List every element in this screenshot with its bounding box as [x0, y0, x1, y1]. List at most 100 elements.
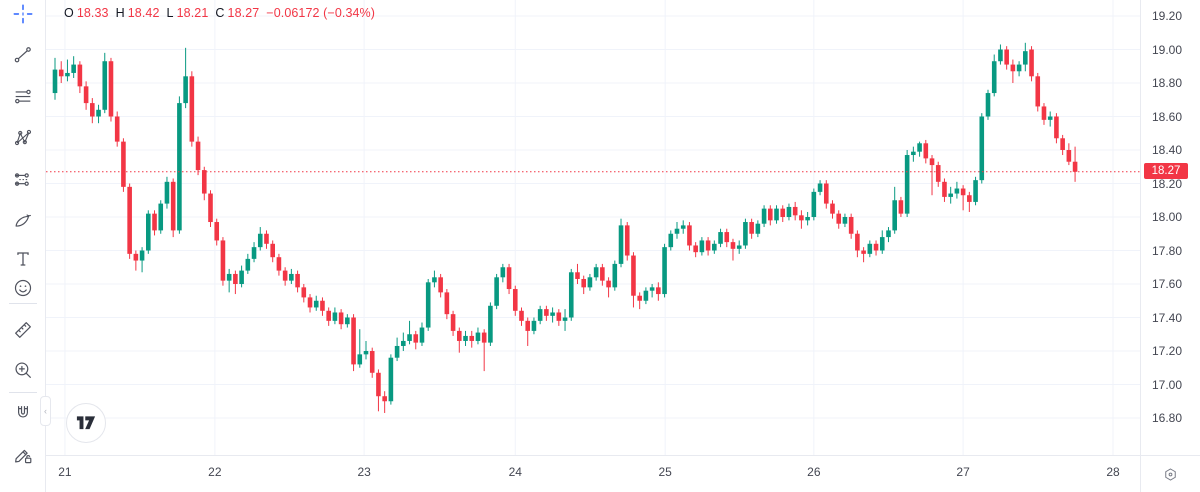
- candle-body: [276, 257, 282, 271]
- candle-body: [985, 93, 991, 117]
- tradingview-mark-icon: [76, 416, 96, 430]
- candle-body: [195, 141, 201, 171]
- candle-body: [991, 61, 997, 94]
- candle-body: [407, 334, 412, 341]
- low-value: 18.21: [176, 6, 209, 20]
- candle-body: [239, 270, 244, 284]
- candle-body: [114, 116, 120, 142]
- brush-icon[interactable]: [9, 207, 37, 235]
- candle-body: [77, 64, 83, 87]
- candle-body: [326, 310, 331, 321]
- ruler-icon[interactable]: [9, 316, 37, 344]
- tradingview-logo[interactable]: [66, 403, 106, 443]
- candle-body: [637, 295, 642, 301]
- candle-body: [786, 206, 792, 217]
- candle-body: [581, 278, 586, 288]
- candlestick-plot: [46, 0, 1140, 455]
- chart-canvas[interactable]: O 18.33 H 18.42 L 18.21 C 18.27 −0.06172 (−0.34%…: [46, 0, 1140, 455]
- axis-settings-corner: [1140, 455, 1200, 492]
- candle-body: [401, 340, 406, 346]
- time-axis[interactable]: 21 22 23 24 25 26 27 28: [46, 455, 1140, 492]
- candle-body: [662, 247, 667, 295]
- crosshair-icon[interactable]: [9, 0, 37, 28]
- projection-icon[interactable]: [9, 166, 37, 194]
- candle-body: [332, 312, 338, 321]
- close-label: C: [215, 6, 225, 20]
- candle-body: [674, 228, 680, 234]
- candle-body: [65, 72, 70, 77]
- candle-body: [475, 332, 481, 341]
- text-icon[interactable]: [9, 245, 37, 273]
- candle-body: [643, 290, 649, 301]
- candle-body: [668, 233, 674, 248]
- change-value: −0.06172 (−0.34%): [266, 6, 376, 20]
- toolbar-collapse-handle[interactable]: ‹: [40, 396, 51, 426]
- candle-body: [481, 332, 487, 343]
- candle-body: [158, 203, 164, 231]
- candle-body: [911, 151, 916, 156]
- candle-body: [799, 215, 804, 221]
- gear-icon[interactable]: [1160, 463, 1182, 485]
- candle-body: [494, 277, 499, 306]
- candle-body: [811, 191, 817, 217]
- candle-body: [979, 116, 985, 181]
- price-axis-label: 17.20: [1152, 344, 1183, 358]
- price-axis[interactable]: 19.20 19.00 18.80 18.60 18.40 18.20 18.00 17.80…: [1140, 0, 1200, 455]
- candle-body: [388, 357, 394, 402]
- candle-body: [438, 277, 443, 293]
- candle-body: [743, 222, 748, 246]
- time-axis-label: 22: [208, 465, 222, 479]
- price-axis-label: 18.60: [1152, 109, 1183, 124]
- candle-body: [792, 206, 798, 216]
- candle-body: [867, 243, 873, 254]
- candle-body: [1054, 116, 1059, 139]
- fib-retracement-icon[interactable]: [9, 83, 37, 111]
- lock-drawings-icon[interactable]: [9, 441, 37, 469]
- candle-body: [836, 213, 842, 224]
- candle-body: [233, 273, 238, 284]
- toolbar-divider: [9, 392, 37, 393]
- time-axis-label: 23: [357, 465, 371, 479]
- ohlc-legend: O 18.33 H 18.42 L 18.21 C 18.27 −0.06172 (−0.34%…: [64, 6, 378, 20]
- candle-body: [1004, 49, 1009, 65]
- candle-body: [904, 155, 910, 214]
- candle-body: [967, 195, 972, 202]
- emoji-icon[interactable]: [9, 274, 37, 302]
- candle-body: [768, 208, 773, 221]
- candle-body: [52, 69, 58, 94]
- trend-line-icon[interactable]: [9, 41, 37, 69]
- candle-body: [500, 267, 506, 278]
- price-axis-label: 18.80: [1152, 76, 1183, 90]
- zoom-in-icon[interactable]: [9, 356, 37, 384]
- candle-body: [954, 188, 960, 194]
- time-axis-label: 25: [658, 465, 672, 479]
- candle-body: [152, 213, 157, 231]
- candle-body: [108, 61, 114, 117]
- candle-body: [879, 237, 885, 251]
- candle-body: [612, 263, 618, 288]
- candle-body: [282, 270, 288, 281]
- candle-body: [146, 213, 151, 251]
- candle-body: [1016, 64, 1022, 72]
- magnet-icon[interactable]: [9, 399, 37, 427]
- candle-body: [102, 61, 108, 110]
- candle-body: [289, 273, 294, 281]
- candle-body: [245, 258, 251, 271]
- price-axis-label: 17.40: [1152, 310, 1183, 325]
- xabcd-pattern-icon[interactable]: [9, 124, 37, 152]
- open-label: O: [64, 6, 74, 20]
- candle-body: [805, 217, 810, 221]
- candle-body: [251, 247, 257, 259]
- candle-body: [307, 297, 313, 308]
- price-axis-label: 18.20: [1152, 176, 1183, 191]
- drawing-toolbar: ‹: [0, 0, 51, 492]
- high-value: 18.42: [127, 6, 160, 20]
- candle-body: [413, 334, 419, 343]
- candle-body: [1010, 64, 1016, 72]
- candle-body: [712, 243, 717, 251]
- candle-body: [600, 267, 605, 281]
- candle-body: [575, 272, 580, 279]
- candle-body: [189, 76, 195, 142]
- time-axis-label: 26: [807, 465, 821, 479]
